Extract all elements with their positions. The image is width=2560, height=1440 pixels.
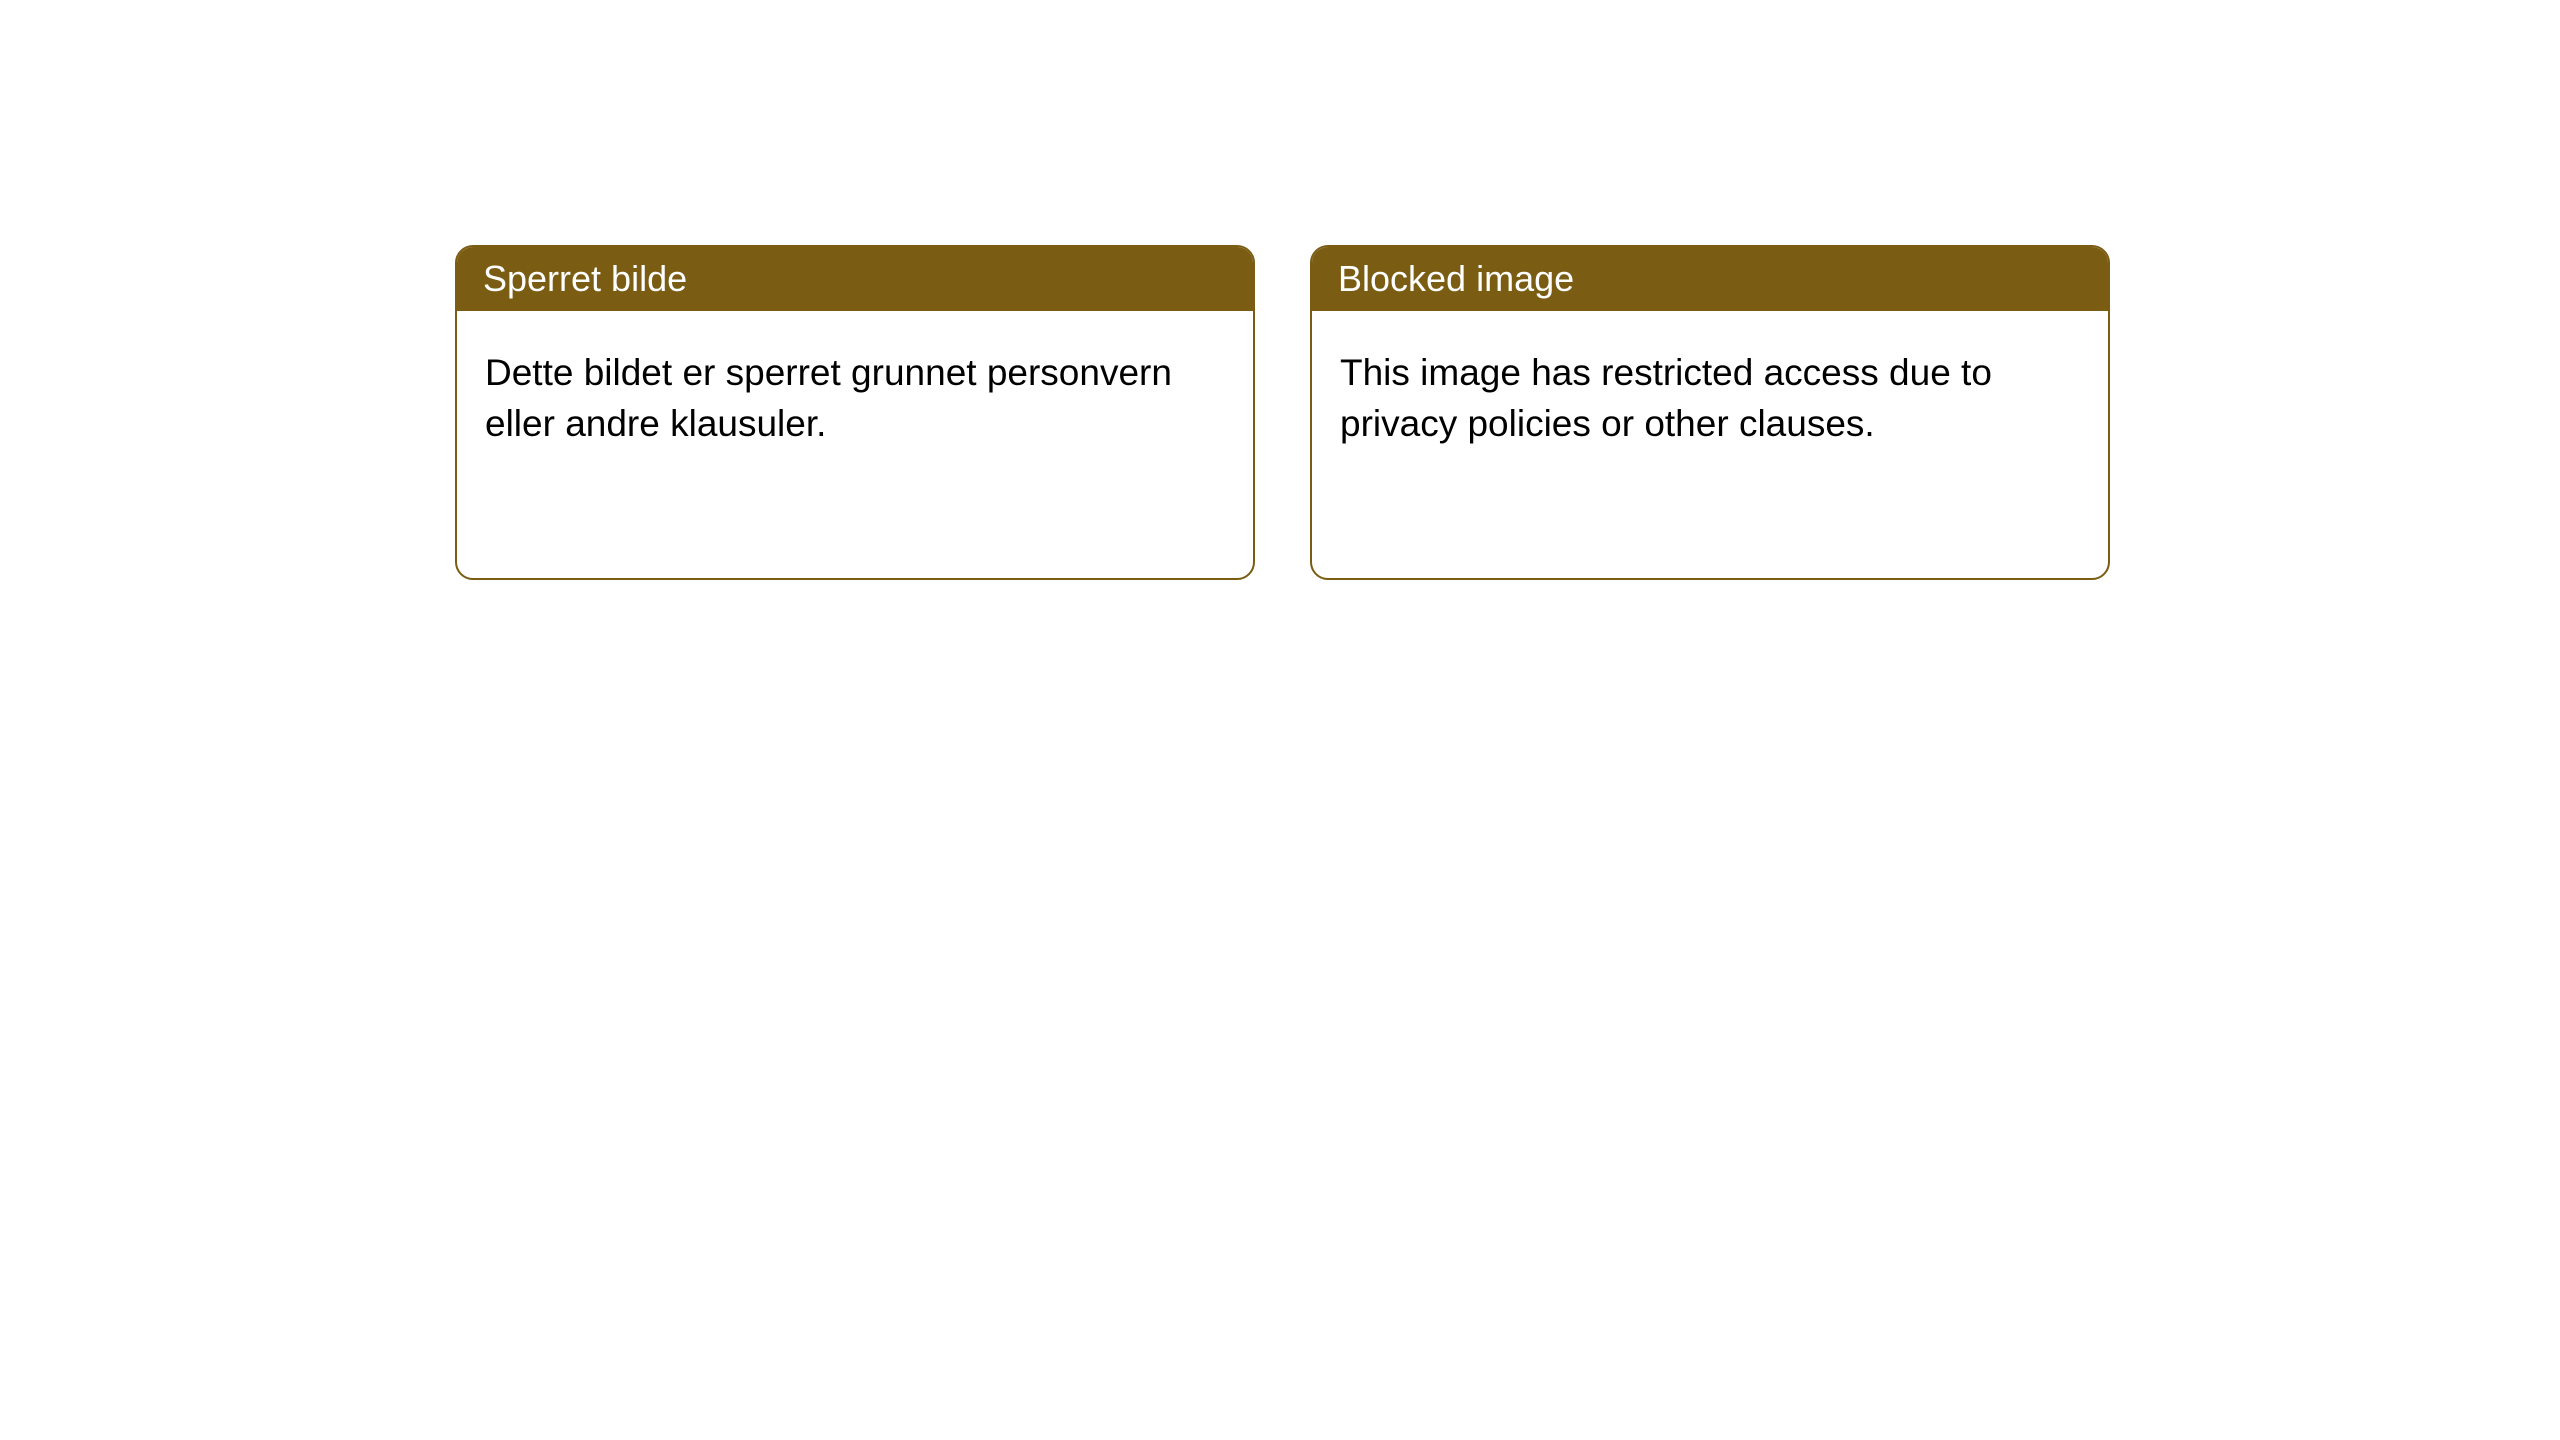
notice-title-english: Blocked image	[1312, 247, 2108, 311]
notice-card-english: Blocked image This image has restricted …	[1310, 245, 2110, 580]
notice-card-norwegian: Sperret bilde Dette bildet er sperret gr…	[455, 245, 1255, 580]
notice-title-norwegian: Sperret bilde	[457, 247, 1253, 311]
notice-body-english: This image has restricted access due to …	[1312, 311, 2108, 485]
notice-body-norwegian: Dette bildet er sperret grunnet personve…	[457, 311, 1253, 485]
notice-container: Sperret bilde Dette bildet er sperret gr…	[455, 245, 2110, 580]
